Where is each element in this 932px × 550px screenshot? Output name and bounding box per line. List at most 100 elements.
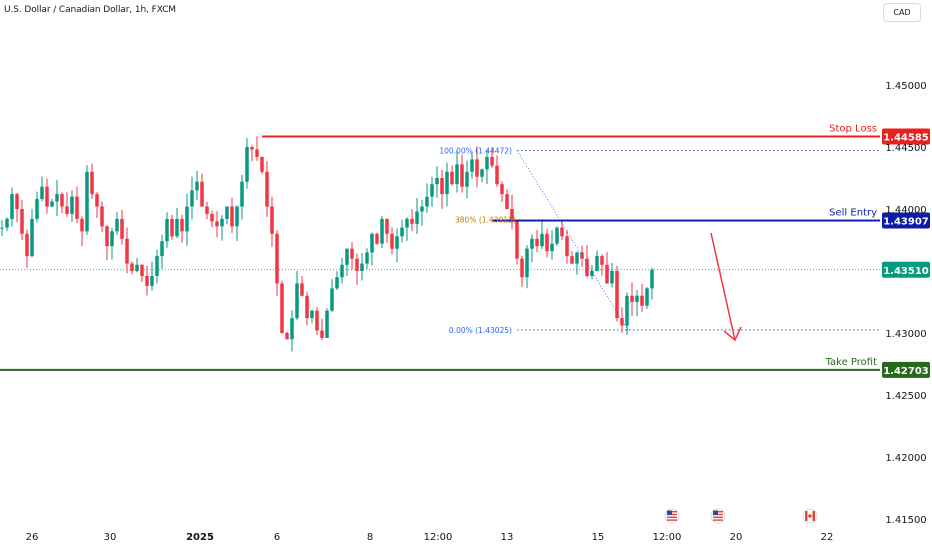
candle-body [310, 310, 314, 319]
candle-body [295, 283, 299, 319]
fib-mid-label: 380% (1.43915) [455, 216, 516, 225]
candle-body [270, 206, 274, 234]
candle-body [185, 206, 189, 232]
candle-body [80, 218, 84, 232]
candle-body [325, 310, 329, 338]
candle-body [195, 181, 199, 191]
candle-body [390, 233, 394, 249]
candle-body [145, 275, 149, 286]
arrow-shaft [710, 232, 736, 341]
last-price-tag [882, 261, 930, 278]
candle-body [515, 221, 519, 259]
candle-body [540, 233, 544, 247]
candle-body [220, 218, 224, 227]
candle-body [50, 201, 54, 207]
level-price-value: 1.43907 [883, 217, 929, 228]
candle-body [340, 264, 344, 278]
candle-body [585, 258, 589, 276]
candle-body [25, 233, 29, 257]
candle-body [30, 218, 34, 257]
currency-button[interactable]: CAD [883, 3, 921, 22]
candle-body [640, 295, 644, 306]
candle-body [95, 194, 99, 207]
candle-body [235, 206, 239, 227]
candle-body [110, 231, 114, 247]
candle-body [520, 258, 524, 278]
candle-body [335, 277, 339, 289]
candle-body [225, 206, 229, 219]
y-tick-label: 1.45000 [885, 81, 926, 92]
candle-body [330, 288, 334, 311]
y-tick-label: 1.41500 [885, 515, 926, 526]
candle-body [175, 218, 179, 237]
candle-body [130, 263, 134, 271]
fibonacci-layer: 100.00% (1.44472) 0.00% (1.43025) 380% (1.… [439, 146, 880, 335]
level-price-tag [882, 212, 930, 229]
candle-body [260, 156, 264, 172]
candle-body [20, 209, 24, 234]
candle-body [45, 186, 49, 207]
candle-body [465, 171, 469, 187]
candle-body [140, 264, 144, 276]
candle-body [485, 156, 489, 170]
candle-body [190, 190, 194, 207]
candle-body [290, 318, 294, 340]
candle-body [135, 264, 139, 271]
candle-body [555, 227, 559, 244]
candle-body [250, 147, 254, 150]
candle-body [565, 236, 569, 257]
ca-flag-icon[interactable] [802, 508, 818, 524]
x-tick-label: 12:00 [424, 532, 453, 543]
candle-body [150, 275, 154, 286]
candle-body [645, 288, 649, 306]
us-flag-icon[interactable] [710, 508, 726, 524]
candle-body [500, 184, 504, 195]
candle-body [125, 238, 129, 264]
candle-body [115, 218, 119, 232]
candle-body [120, 218, 124, 239]
candle-body [380, 218, 384, 244]
candle-body [600, 256, 604, 265]
y-tick-label: 1.43000 [885, 329, 926, 340]
candle-body [65, 206, 69, 214]
candle-body [105, 226, 109, 247]
candle-body [90, 171, 94, 195]
candle-body [85, 171, 89, 232]
candle-body [560, 227, 564, 237]
us-flag-icon[interactable] [664, 508, 680, 524]
economic-events [664, 508, 818, 524]
x-tick-label: 20 [730, 532, 743, 543]
candle-body [650, 269, 654, 289]
fib-100-label: 100.00% (1.44472) [439, 146, 512, 155]
chart-title: U.S. Dollar / Canadian Dollar, 1h, FXCM [4, 5, 176, 15]
candle-body [420, 206, 424, 212]
x-tick-label: 2025 [186, 532, 214, 543]
candle-body [550, 243, 554, 252]
candle-body [470, 159, 474, 172]
candle-body [265, 171, 269, 207]
candle-body [365, 252, 369, 264]
candle-body [205, 206, 209, 214]
x-tick-label: 26 [26, 532, 39, 543]
y-tick-label: 1.42500 [885, 391, 926, 402]
candle-body [480, 169, 484, 177]
level-label: Sell Entry [829, 208, 877, 219]
candle-body [75, 196, 79, 219]
candle-body [165, 218, 169, 242]
candle-body [435, 178, 439, 185]
level-price-value: 1.42703 [883, 366, 929, 377]
candle-body [350, 248, 354, 259]
x-tick-label: 30 [104, 532, 117, 543]
candle-body [410, 218, 414, 224]
candle-body [10, 194, 14, 219]
candle-body [170, 218, 174, 237]
candle-body [425, 196, 429, 207]
x-tick-label: 13 [501, 532, 514, 543]
candle-body [180, 218, 184, 232]
level-price-tag [882, 361, 930, 378]
fib-0-label: 0.00% (1.43025) [449, 326, 512, 335]
candle-body [430, 184, 434, 197]
last-price-value: 1.43510 [883, 266, 929, 277]
